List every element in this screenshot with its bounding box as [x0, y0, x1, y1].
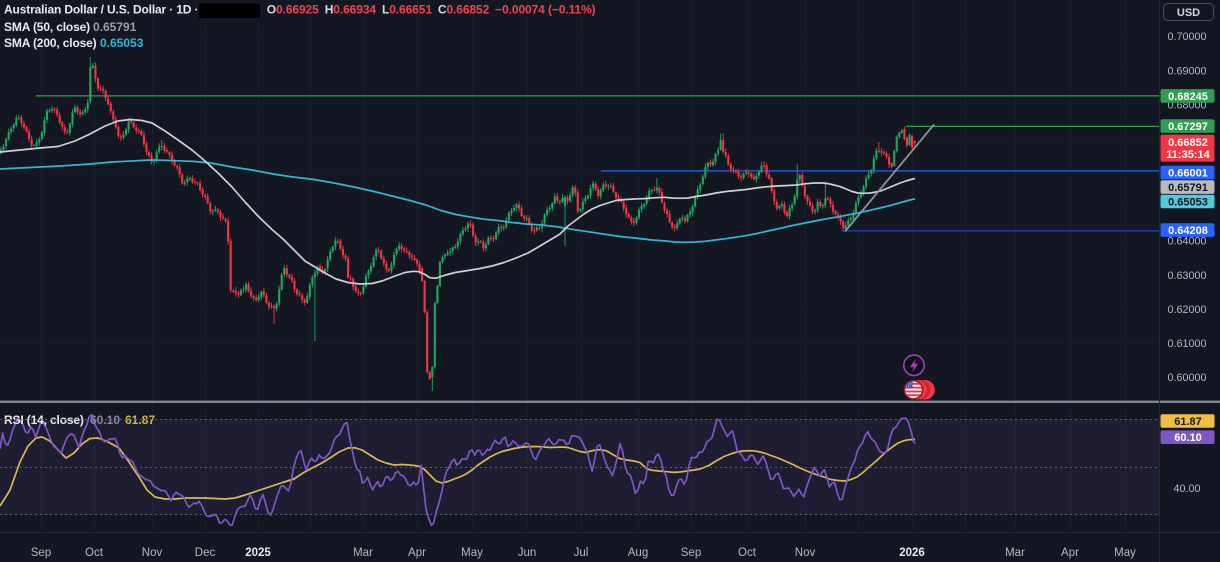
svg-text:2026: 2026	[899, 547, 925, 559]
svg-text:Oct: Oct	[85, 547, 104, 559]
svg-text:May: May	[461, 547, 483, 559]
svg-text:Sep: Sep	[31, 547, 51, 559]
svg-text:Sep: Sep	[681, 547, 701, 559]
svg-text:Jun: Jun	[518, 547, 537, 559]
svg-text:60.10: 60.10	[1174, 432, 1202, 444]
svg-text:Jul: Jul	[574, 547, 589, 559]
svg-text:0.64000: 0.64000	[1167, 236, 1206, 248]
svg-text:0.64208: 0.64208	[1168, 225, 1208, 237]
svg-text:0.65053: 0.65053	[1168, 196, 1208, 208]
svg-text:0.66852: 0.66852	[1168, 137, 1208, 149]
svg-text:SMA (200, close): SMA (200, close)	[4, 36, 97, 50]
svg-text:Mar: Mar	[353, 547, 373, 559]
svg-text:0.60000: 0.60000	[1167, 372, 1206, 384]
svg-text:Dec: Dec	[195, 547, 216, 559]
svg-text:USD: USD	[1177, 7, 1200, 19]
svg-text:May: May	[1114, 547, 1136, 559]
svg-text:0.62000: 0.62000	[1167, 304, 1206, 316]
svg-text:Nov: Nov	[142, 547, 163, 559]
svg-text:0.69000: 0.69000	[1167, 65, 1206, 77]
svg-text:RSI (14, close): RSI (14, close)	[4, 413, 84, 427]
svg-text:Apr: Apr	[1061, 547, 1079, 559]
svg-text:Apr: Apr	[408, 547, 426, 559]
svg-text:Nov: Nov	[795, 547, 816, 559]
svg-text:SMA (50, close): SMA (50, close)	[4, 20, 90, 34]
svg-text:0.61000: 0.61000	[1167, 338, 1206, 350]
svg-text:Australian Dollar / U.S. Dolla: Australian Dollar / U.S. Dollar · 1D ·	[4, 3, 198, 17]
svg-text:0.63000: 0.63000	[1167, 270, 1206, 282]
svg-text:0.66001: 0.66001	[1168, 168, 1208, 180]
svg-text:0.65791: 0.65791	[1168, 182, 1208, 194]
svg-text:2025: 2025	[245, 547, 271, 559]
svg-text:Mar: Mar	[1005, 547, 1025, 559]
svg-text:61.87: 61.87	[1174, 416, 1202, 428]
svg-text:Aug: Aug	[628, 547, 648, 559]
svg-text:0.67297: 0.67297	[1168, 121, 1208, 133]
svg-text:11:35:14: 11:35:14	[1166, 149, 1210, 161]
svg-text:0.70000: 0.70000	[1167, 31, 1206, 43]
svg-text:0.65053: 0.65053	[100, 36, 144, 50]
svg-text:0.65791: 0.65791	[93, 20, 137, 34]
svg-text:Oct: Oct	[738, 547, 757, 559]
svg-text:0.68245: 0.68245	[1168, 91, 1208, 103]
svg-text:40.00: 40.00	[1173, 483, 1200, 495]
